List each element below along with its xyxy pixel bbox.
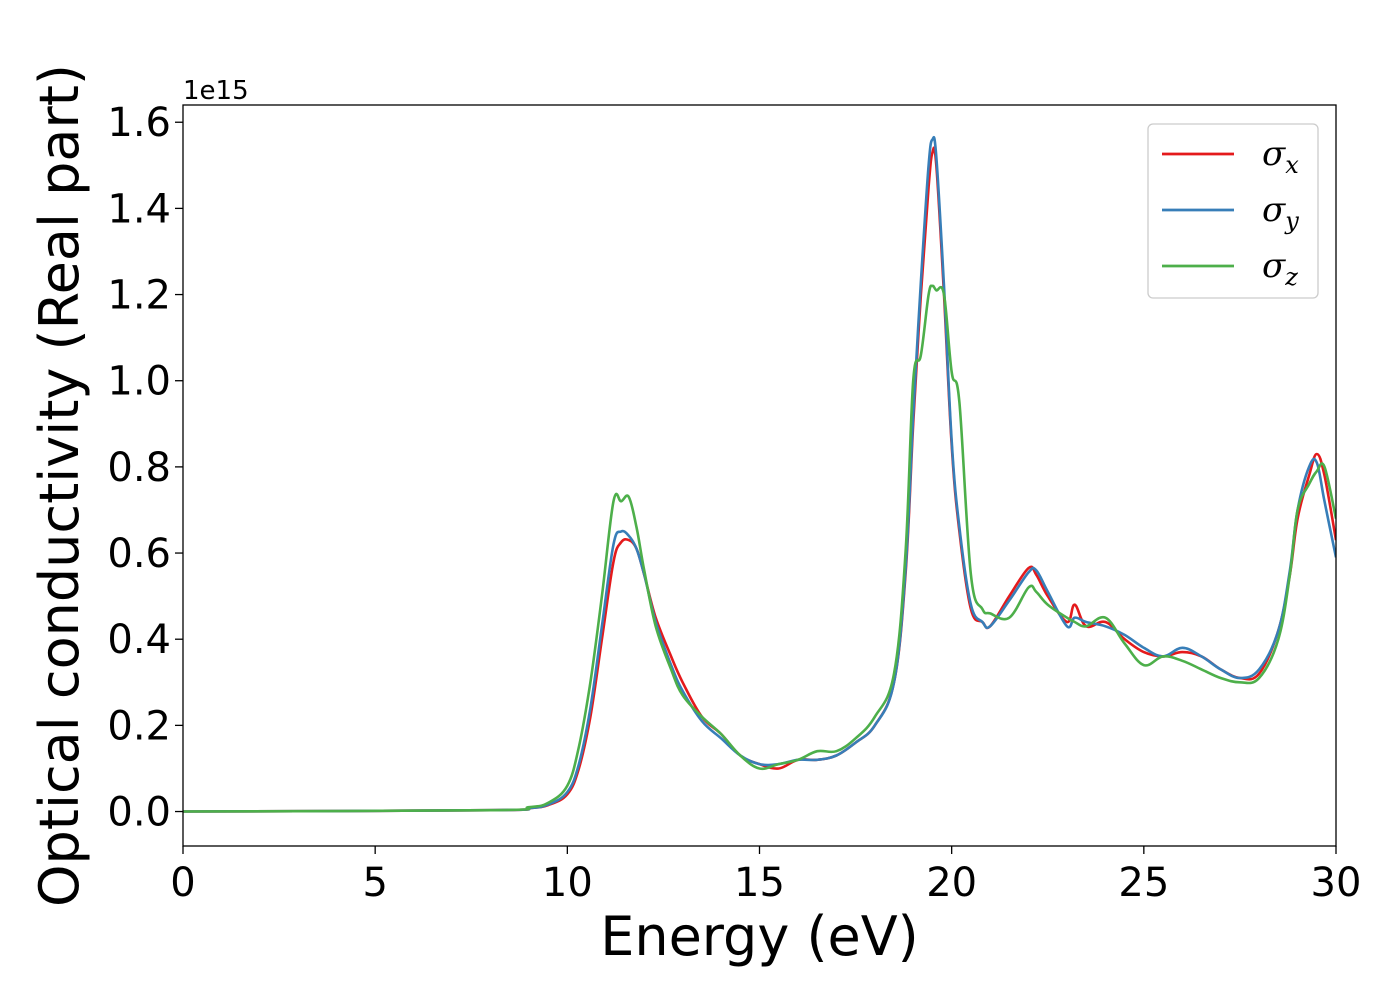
x-axis-label: Energy (eV) (600, 905, 919, 968)
y-tick-label: 0.6 (107, 531, 171, 577)
y-axis-label: Optical conductivity (Real part) (28, 64, 91, 907)
y-tick-label: 1.0 (107, 359, 171, 405)
legend-label-z: σz (1262, 246, 1298, 291)
y-tick-label: 0.4 (107, 617, 171, 663)
y-tick-label: 1.4 (107, 186, 171, 232)
series-line-y (183, 135, 1336, 813)
x-tick-label: 5 (362, 860, 387, 906)
y-tick-label: 0.8 (107, 445, 171, 491)
y-tick-label: 0.0 (107, 790, 171, 836)
y-tick-label: 1.6 (107, 100, 171, 146)
plot-lines (183, 135, 1336, 813)
x-tick-label: 20 (926, 860, 977, 906)
y-tick-label: 0.2 (107, 703, 171, 749)
y-axis: 0.0 0.2 0.4 0.6 0.8 1.0 1.2 1.4 1.6 (107, 100, 183, 836)
x-tick-label: 30 (1311, 860, 1362, 906)
series-line-x (183, 146, 1336, 813)
x-tick-label: 0 (170, 860, 195, 906)
series-line-z (183, 284, 1336, 813)
legend-label-x: σx (1262, 134, 1299, 179)
legend: σx σy σz (1147, 123, 1319, 299)
x-tick-label: 25 (1118, 860, 1169, 906)
x-tick-label: 10 (542, 860, 593, 906)
x-axis: 0 5 10 15 20 25 30 (170, 846, 1361, 906)
y-tick-label: 1.2 (107, 273, 171, 319)
legend-label-y: σy (1262, 190, 1299, 235)
x-tick-label: 15 (734, 860, 785, 906)
y-offset-label: 1e15 (183, 76, 249, 106)
